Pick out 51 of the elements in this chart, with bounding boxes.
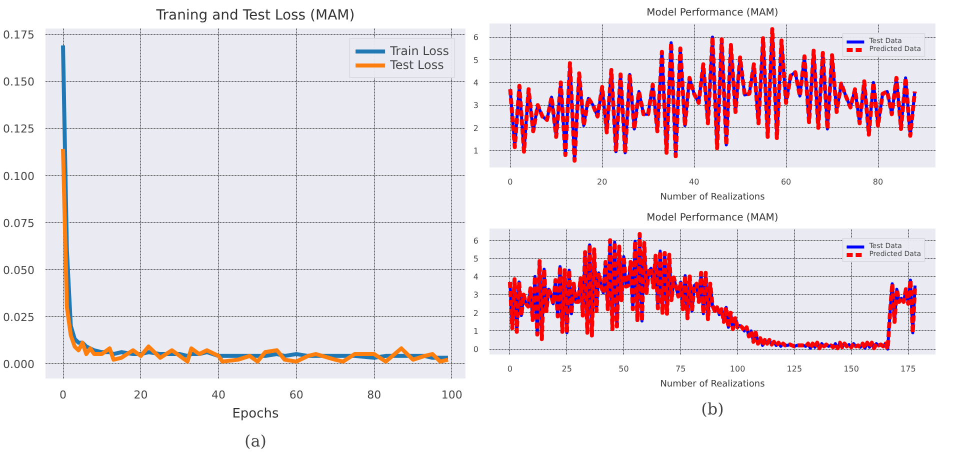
y-tick-label: 0.025	[3, 310, 35, 324]
x-tick-label: 75	[676, 364, 686, 374]
legend-label: Train Loss	[390, 44, 449, 58]
chart-title: Traning and Test Loss (MAM)	[155, 8, 355, 24]
x-tick-label: 80	[367, 388, 382, 402]
text: (b)	[701, 400, 724, 418]
x-axis-title: Number of Realizations	[660, 192, 766, 202]
y-tick-label: 6	[473, 33, 479, 42]
chart-title: Model Performance (MAM)	[646, 212, 778, 224]
y-tick-label: 2	[473, 308, 479, 318]
x-axis-title: Number of Realizations	[660, 380, 766, 390]
x-tick-label: 40	[212, 388, 226, 402]
y-tick-label: 5	[473, 254, 479, 264]
y-tick-label: 1	[473, 326, 479, 336]
y-tick-label: 4	[473, 78, 479, 88]
y-tick-label: 0.000	[3, 358, 35, 371]
x-tick-label: 60	[289, 388, 304, 402]
y-tick-label: 1	[473, 146, 479, 156]
x-tick-label: 20	[597, 178, 608, 186]
y-tick-label: 2	[473, 124, 479, 133]
x-tick-label: 100	[441, 388, 462, 402]
x-tick-label: 0	[60, 388, 66, 402]
y-tick-label: 3	[473, 101, 479, 110]
y-tick-label: 4	[473, 272, 479, 282]
y-tick-label: 3	[473, 290, 479, 300]
y-tick-label: 0.150	[3, 76, 35, 89]
y-tick-label: 0	[473, 345, 479, 354]
y-tick-label: 0.075	[3, 216, 35, 230]
chart-title: Model Performance (MAM)	[646, 8, 778, 18]
x-tick-label: 60	[780, 178, 792, 186]
x-tick-label: 125	[786, 364, 802, 374]
x-tick-label: 25	[562, 364, 572, 374]
x-tick-label: 40	[689, 178, 700, 186]
x-tick-label: 80	[872, 178, 884, 186]
y-tick-label: 0.175	[3, 28, 35, 42]
y-tick-label: 0.050	[3, 264, 35, 277]
x-tick-label: 150	[844, 364, 859, 374]
x-tick-label: 0	[508, 178, 513, 186]
legend-label: Test Loss	[390, 58, 444, 72]
line-series	[61, 146, 450, 364]
x-tick-label: 100	[730, 364, 746, 374]
text: (a)	[244, 432, 267, 450]
x-tick-label: 0	[507, 364, 513, 374]
x-tick-label: 50	[618, 364, 629, 374]
x-axis-title: Epochs	[232, 406, 280, 422]
x-tick-label: 175	[900, 364, 916, 374]
y-tick-label: 5	[473, 56, 479, 65]
y-tick-label: 0.100	[3, 170, 35, 183]
y-tick-label: 6	[473, 236, 479, 246]
y-tick-label: 0.125	[3, 122, 35, 136]
x-tick-label: 20	[134, 388, 148, 402]
